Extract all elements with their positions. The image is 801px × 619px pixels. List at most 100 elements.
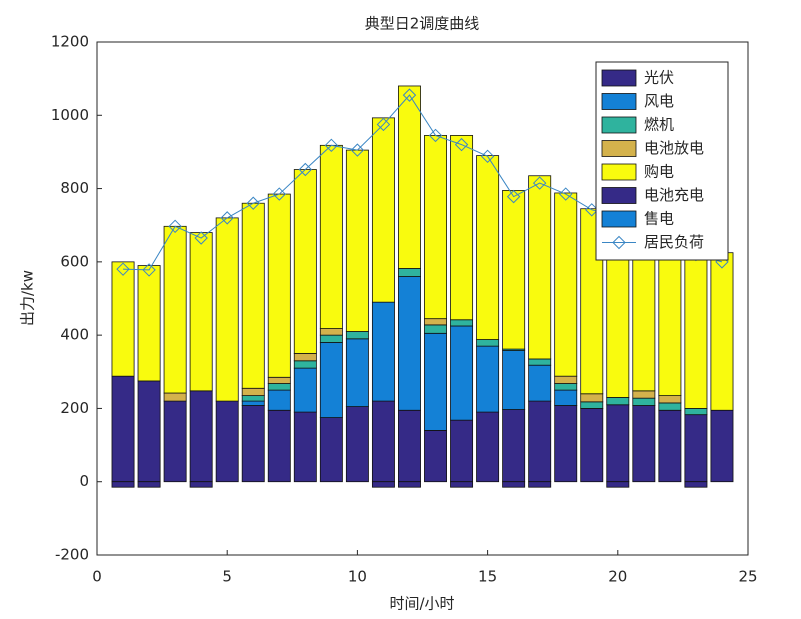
bar-segment (267, 409, 291, 483)
bar-segment (476, 155, 500, 340)
y-tick-label: -200 (55, 546, 89, 564)
bar-segment (580, 408, 604, 483)
bar-segment (137, 380, 161, 483)
bar-segment (606, 397, 630, 406)
bar-segment (371, 400, 395, 483)
bar-segment (528, 358, 552, 366)
bar-segment (267, 193, 291, 378)
bar-segment (684, 414, 708, 483)
x-tick-label: 20 (608, 568, 627, 586)
bar-segment (554, 375, 578, 384)
bar-segment (502, 481, 526, 488)
bar-segment (502, 350, 526, 410)
y-tick-label: 1000 (51, 106, 89, 124)
bar-segment (528, 364, 552, 402)
bar-segment (606, 404, 630, 483)
bar-segment (319, 342, 343, 418)
bar-segment (345, 406, 369, 483)
y-tick-label: 400 (60, 326, 89, 344)
bar-segment (554, 389, 578, 406)
load-marker (480, 149, 495, 164)
bar-segment (450, 135, 474, 321)
legend-marker (612, 235, 626, 250)
bar-segment (424, 332, 447, 431)
bar-segment (554, 405, 578, 483)
bar-segment (528, 175, 552, 360)
bar-segment (502, 409, 526, 483)
bar-segment (319, 417, 343, 483)
bar-segment (528, 481, 552, 488)
bar-segment (450, 319, 474, 327)
legend-label: 电池放电 (644, 139, 704, 157)
bar-segment (710, 409, 734, 483)
y-tick-label: 600 (60, 252, 89, 270)
x-tick-label: 0 (92, 568, 102, 586)
bar-segment (398, 268, 421, 277)
bar-segment (293, 367, 317, 413)
legend-swatch (601, 116, 637, 134)
bar-segment (241, 405, 265, 483)
load-marker (220, 211, 234, 225)
bar-segment (580, 393, 604, 403)
bar-segment (163, 225, 187, 394)
load-marker (324, 138, 339, 153)
bar-segment (319, 328, 343, 336)
bar-segment (502, 190, 526, 350)
legend-label: 燃机 (644, 116, 674, 134)
x-tick-label: 15 (478, 568, 497, 586)
y-tick-label: 200 (60, 399, 89, 417)
bar-segment (424, 430, 447, 483)
bar-segment (267, 389, 291, 411)
load-marker (272, 187, 286, 201)
legend-label: 风电 (644, 92, 674, 110)
bar-segment (111, 481, 135, 488)
load-marker (428, 128, 443, 143)
bar-segment (215, 400, 239, 483)
legend-swatch (601, 187, 637, 204)
bar-segment (684, 252, 708, 409)
load-marker (402, 88, 417, 102)
legend-swatch (601, 69, 637, 87)
y-tick-label: 1200 (51, 33, 89, 51)
bar-segment (345, 331, 369, 340)
bar-segment (319, 334, 343, 343)
bar-segment (189, 232, 213, 392)
bar-segment (450, 419, 474, 483)
bar-segment (241, 395, 265, 402)
bar-segment (476, 411, 500, 483)
y-axis-label: 出力/kw (19, 270, 37, 326)
bar-segment (189, 481, 213, 488)
bar-segment (267, 376, 291, 384)
load-marker (350, 143, 365, 157)
bar-segment (476, 339, 500, 347)
bar-segment (658, 402, 682, 411)
chart-title: 典型日2调度曲线 (365, 15, 480, 33)
x-tick-label: 5 (222, 568, 232, 586)
bar-segment (111, 375, 135, 483)
bar-segment (241, 400, 265, 406)
bar-segment (345, 338, 369, 407)
bar-segment (371, 481, 395, 488)
x-tick-label: 25 (738, 568, 757, 586)
bar-segment (137, 265, 161, 382)
bar-segment (319, 144, 343, 329)
load-marker (246, 196, 260, 210)
legend-label: 售电 (644, 210, 674, 228)
legend-swatch (601, 93, 637, 110)
load-marker (376, 117, 391, 132)
legend-swatch (601, 210, 637, 228)
bar-segment (398, 409, 421, 483)
bar-segment (371, 301, 395, 402)
bar-segment (424, 324, 447, 334)
legend-label: 光伏 (644, 69, 674, 87)
bar-segment (163, 400, 187, 483)
bar-segment (424, 135, 447, 320)
legend-label: 居民负荷 (644, 233, 704, 251)
y-tick-label: 0 (79, 472, 89, 490)
y-tick-label: 800 (60, 179, 89, 197)
bar-segment (450, 325, 474, 421)
bar-segment (293, 169, 317, 354)
